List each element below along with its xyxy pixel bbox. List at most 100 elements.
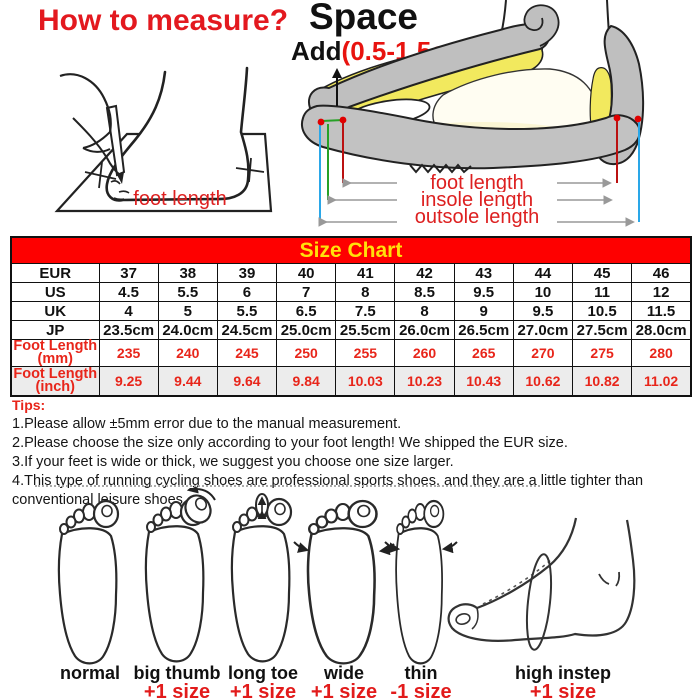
side-foot-outline — [447, 517, 636, 642]
size-row-label: JP — [10, 320, 100, 340]
size-cell: 250 — [276, 339, 337, 367]
foot-length-caption: foot length — [133, 188, 227, 210]
size-cell: 40 — [276, 263, 337, 283]
fingers — [72, 117, 122, 177]
inward-arrow-icon — [384, 541, 401, 554]
foot-type-big-thumb: big thumb +1 size — [117, 664, 237, 700]
size-row: Foot Length (mm) 235 240 245 250 255 260 265 270 2… — [10, 339, 692, 367]
size-cell: 5.5 — [216, 301, 278, 321]
size-row: US 4.5 5.5 6 7 8 8.5 9.5 10 11 12 — [10, 282, 692, 302]
sole-tread — [409, 163, 472, 174]
size-cell: 41 — [335, 263, 396, 283]
insole-link — [321, 119, 344, 122]
size-cell: 37 — [98, 263, 159, 283]
tips-title: Tips: — [12, 397, 46, 413]
size-cell: 27.5cm — [571, 320, 633, 340]
foot-type-long-toe: long toe +1 size — [203, 664, 323, 700]
tip-item: 2.Please choose the size only according … — [12, 435, 568, 451]
girth-loop — [525, 553, 553, 651]
size-cell: 240 — [157, 339, 218, 367]
size-cell: 46 — [631, 263, 692, 283]
size-cell: 245 — [216, 339, 278, 367]
size-cell: 270 — [512, 339, 574, 367]
size-cell: 8.5 — [394, 282, 455, 302]
toes-detail — [110, 180, 130, 201]
size-cell: 7.5 — [335, 301, 396, 321]
size-cell: 44 — [512, 263, 574, 283]
size-cell: 8 — [394, 301, 455, 321]
size-cell: 24.0cm — [157, 320, 218, 340]
size-cell: 27.0cm — [512, 320, 574, 340]
size-row: JP 23.5cm 24.0cm 24.5cm 25.0cm 25.5cm 26.0cm 26… — [10, 320, 692, 340]
size-cell: 11.5 — [631, 301, 692, 321]
dot — [613, 114, 621, 122]
size-cell: 25.0cm — [276, 320, 337, 340]
measure-foot-illustration — [54, 66, 273, 213]
size-cell: 11 — [571, 282, 633, 302]
big-toe — [455, 613, 471, 625]
size-cell: 25.5cm — [335, 320, 396, 340]
size-cell: 275 — [571, 339, 633, 367]
foot-type-name: long toe — [228, 663, 298, 683]
size-cell: 10.43 — [453, 366, 514, 396]
heel-mark — [235, 157, 265, 183]
size-cell: 38 — [157, 263, 218, 283]
hand-outline — [59, 73, 112, 133]
size-cell: 10.23 — [394, 366, 455, 396]
foot-length-label: foot length — [397, 173, 557, 193]
add-label: Add — [291, 36, 342, 66]
size-cell: 43 — [453, 263, 514, 283]
foot-type-thin: thin -1 size — [361, 664, 481, 700]
size-row: Foot Length (inch) 9.25 9.44 9.64 9.84 10.03 10… — [10, 366, 692, 396]
dot — [339, 116, 347, 124]
size-cell: 4 — [98, 301, 159, 321]
foot-outline — [105, 66, 250, 202]
size-cell: 280 — [631, 339, 692, 367]
size-cell: 11.02 — [631, 366, 692, 396]
size-cell: 6.5 — [276, 301, 337, 321]
size-row-label: UK — [10, 301, 100, 321]
size-cell: 10.5 — [571, 301, 633, 321]
size-cell: 7 — [276, 282, 337, 302]
size-cell: 26.0cm — [394, 320, 455, 340]
size-chart-table: Size Chart EUR 37 38 39 40 41 42 43 44 45 46 US 4.5 5… — [10, 236, 692, 397]
size-cell: 9 — [453, 301, 514, 321]
size-cell: 39 — [216, 263, 278, 283]
size-cell: 6 — [216, 282, 278, 302]
foot-type-size-adjust: +1 size — [529, 681, 597, 700]
foot-type-name: normal — [59, 663, 120, 683]
inward-arrow-icon — [293, 541, 310, 553]
size-cell: 28.0cm — [631, 320, 692, 340]
dot — [634, 115, 642, 123]
size-cell: 26.5cm — [453, 320, 514, 340]
foot-type-size-adjust: -1 size — [390, 681, 452, 700]
outsole-length-label: outsole length — [397, 207, 557, 227]
foot-thin-arrows — [384, 541, 458, 554]
size-row: EUR 37 38 39 40 41 42 43 44 45 46 — [10, 263, 692, 283]
size-cell: 255 — [335, 339, 396, 367]
foot-normal — [57, 499, 120, 665]
outsole — [301, 104, 641, 170]
size-cell: 9.5 — [453, 282, 514, 302]
size-cell: 9.64 — [216, 366, 278, 396]
foot-thin — [395, 499, 445, 665]
tips-section: Tips: 1.Please allow ±5mm error due to t… — [12, 397, 692, 510]
size-cell: 9.44 — [157, 366, 218, 396]
ankle-creases — [598, 571, 621, 587]
foot-high-instep — [447, 517, 636, 651]
size-cell: 24.5cm — [216, 320, 278, 340]
size-cell: 260 — [394, 339, 455, 367]
tips-list: 1.Please allow ±5mm error due to the man… — [12, 415, 692, 510]
instep-dashed-line — [482, 557, 554, 605]
foot-type-normal: normal — [30, 664, 150, 683]
size-cell: 12 — [631, 282, 692, 302]
toe-mark — [84, 161, 117, 189]
foot-type-name: thin — [404, 663, 438, 683]
inward-arrow-icon — [441, 541, 458, 554]
size-chart-body: Size Chart EUR 37 38 39 40 41 42 43 44 45 46 US 4.5 5… — [10, 236, 692, 396]
foot-big-thumb — [144, 488, 216, 663]
size-row-label: US — [10, 282, 100, 302]
foot-type-high-instep: high instep +1 size — [503, 664, 623, 700]
tilt-arrow-icon — [186, 488, 216, 501]
